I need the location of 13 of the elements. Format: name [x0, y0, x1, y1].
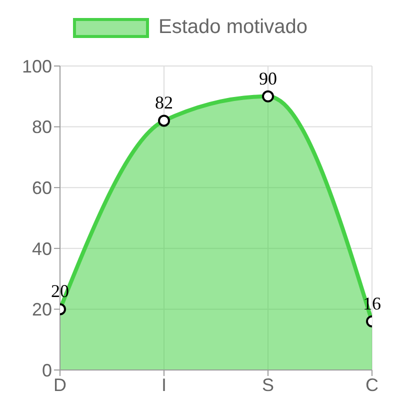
legend-label: Estado motivado	[158, 16, 308, 39]
x-tick-label: S	[262, 374, 274, 395]
y-tick-label: 100	[22, 56, 52, 76]
y-tick-label: 80	[32, 117, 52, 138]
y-tick-label: 60	[32, 178, 52, 198]
data-label: 90	[259, 68, 277, 88]
y-tick-label: 40	[32, 238, 52, 259]
x-tick-label: C	[366, 374, 378, 395]
data-label: 82	[155, 92, 173, 113]
y-tick-label: 20	[32, 300, 52, 320]
x-tick-label: I	[161, 374, 167, 395]
x-tick-label: D	[54, 374, 66, 395]
y-tick-label: 0	[42, 360, 52, 380]
